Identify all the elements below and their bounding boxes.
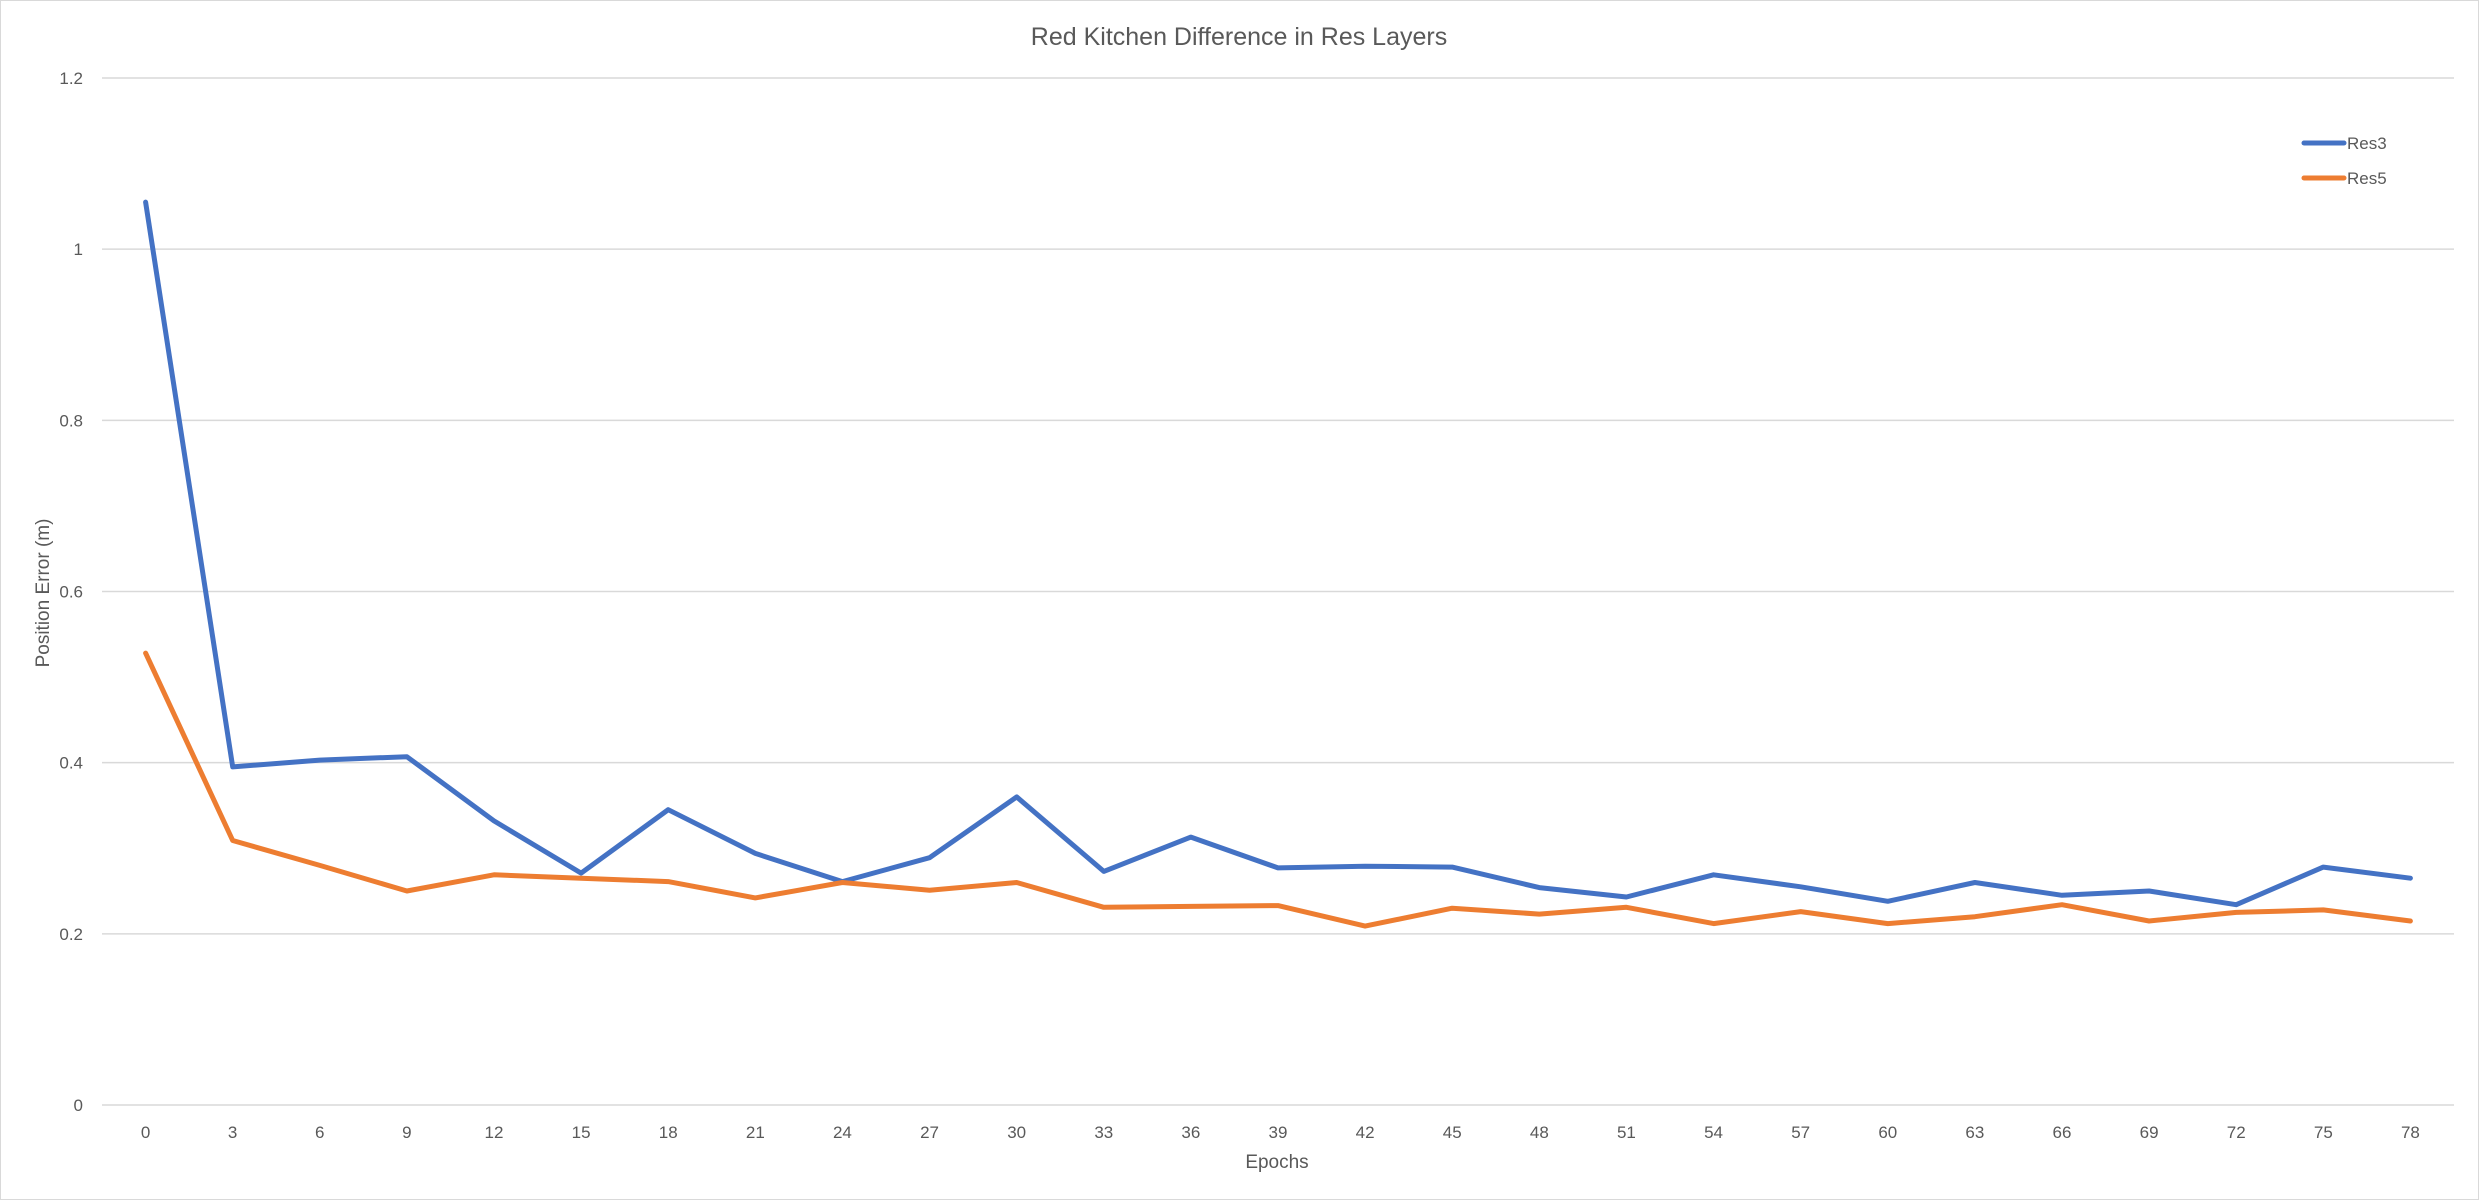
x-axis-label: Epochs — [1245, 1152, 1308, 1173]
y-axis-label: Position Error (m) — [33, 519, 54, 668]
x-axis-ticks: 0 3 6 9 12 15 18 21 24 27 30 33 36 39 42 45 48 51 54 57 60 63… — [141, 1123, 2420, 1142]
chart-title: Red Kitchen Difference in Res Layers — [1031, 23, 1447, 51]
x-tick-label: 3 — [228, 1123, 237, 1142]
legend: Res3 Res5 — [2301, 134, 2387, 188]
gridlines — [102, 77, 2454, 1106]
x-tick-label: 48 — [1530, 1123, 1549, 1142]
x-tick-label: 78 — [2401, 1123, 2420, 1142]
x-tick-label: 60 — [1878, 1123, 1897, 1142]
series-line-res5 — [143, 650, 2413, 929]
x-tick-label: 66 — [2053, 1123, 2072, 1142]
x-tick-label: 45 — [1443, 1123, 1462, 1142]
y-tick-label: 1 — [74, 240, 83, 259]
x-tick-label: 12 — [485, 1123, 504, 1142]
x-tick-label: 69 — [2140, 1123, 2159, 1142]
x-tick-label: 18 — [659, 1123, 678, 1142]
series-line-res3 — [143, 199, 2413, 908]
legend-label-res5: Res5 — [2347, 169, 2387, 188]
y-axis-ticks: 0 0.2 0.4 0.6 0.8 1 1.2 — [59, 69, 83, 1115]
x-tick-label: 0 — [141, 1123, 150, 1142]
x-tick-label: 15 — [572, 1123, 591, 1142]
legend-label-res3: Res3 — [2347, 134, 2387, 153]
y-tick-label: 0.4 — [59, 754, 83, 773]
x-tick-label: 39 — [1269, 1123, 1288, 1142]
y-tick-label: 1.2 — [59, 69, 83, 88]
y-tick-label: 0 — [74, 1096, 83, 1115]
x-tick-label: 21 — [746, 1123, 765, 1142]
x-tick-label: 72 — [2227, 1123, 2246, 1142]
x-tick-label: 57 — [1791, 1123, 1810, 1142]
y-tick-label: 0.8 — [59, 411, 83, 430]
y-tick-label: 0.2 — [59, 925, 83, 944]
series-lines — [143, 199, 2413, 929]
x-tick-label: 75 — [2314, 1123, 2333, 1142]
x-tick-label: 51 — [1617, 1123, 1636, 1142]
x-tick-label: 42 — [1356, 1123, 1375, 1142]
x-tick-label: 33 — [1094, 1123, 1113, 1142]
y-tick-label: 0.6 — [59, 583, 83, 602]
x-tick-label: 6 — [315, 1123, 324, 1142]
x-tick-label: 24 — [833, 1123, 852, 1142]
x-tick-label: 9 — [402, 1123, 411, 1142]
x-tick-label: 30 — [1007, 1123, 1026, 1142]
x-tick-label: 54 — [1704, 1123, 1723, 1142]
x-tick-label: 27 — [920, 1123, 939, 1142]
x-tick-label: 63 — [1965, 1123, 1984, 1142]
x-tick-label: 36 — [1181, 1123, 1200, 1142]
